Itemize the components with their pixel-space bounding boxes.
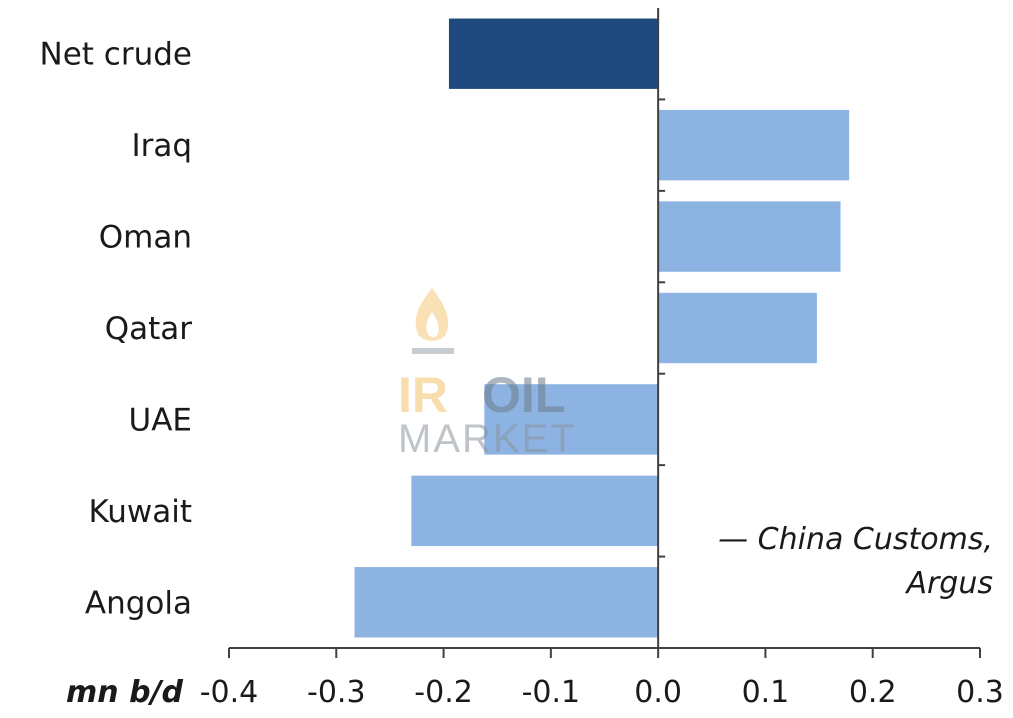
source-line-1: — China Customs, — [718, 522, 993, 557]
x-tick-labels: -0.4 -0.3 -0.2 -0.1 0.0 0.1 0.2 0.3 — [200, 675, 1004, 710]
x-tick-label: -0.3 — [307, 675, 366, 710]
watermark-ir: IR — [398, 367, 448, 423]
bar-iraq — [658, 109, 850, 181]
x-tick-label: 0.3 — [956, 675, 1004, 710]
bar-angola — [354, 567, 659, 638]
source-note: — China Customs, Argus — [718, 522, 993, 601]
watermark-oil: OIL — [482, 367, 565, 423]
x-unit-label: mn b/d — [66, 675, 183, 710]
category-label-angola: Angola — [85, 585, 192, 621]
flame-icon — [412, 288, 454, 354]
bar-qatar — [658, 292, 817, 364]
watermark: IR OIL MARKET — [398, 288, 577, 461]
x-tick-label: -0.1 — [522, 675, 581, 710]
x-tick-label: 0.0 — [634, 675, 682, 710]
x-tick-label: 0.2 — [849, 675, 897, 710]
category-label-iraq: Iraq — [131, 128, 192, 164]
bars-group — [354, 18, 850, 638]
axes-group — [228, 8, 981, 658]
category-label-kuwait: Kuwait — [88, 494, 192, 530]
category-label-qatar: Qatar — [105, 311, 193, 347]
bar-net-crude — [448, 18, 659, 89]
watermark-market: MARKET — [398, 417, 577, 461]
category-labels: Net crude Iraq Oman Qatar UAE Kuwait Angola — [40, 37, 193, 622]
x-tick-label: -0.4 — [200, 675, 259, 710]
bar-oman — [658, 201, 841, 272]
category-label-oman: Oman — [99, 220, 192, 256]
source-line-2: Argus — [904, 566, 993, 601]
x-tick-label: -0.2 — [414, 675, 473, 710]
x-tick-label: 0.1 — [742, 675, 790, 710]
category-label-uae: UAE — [129, 402, 192, 438]
bar-kuwait — [411, 475, 659, 547]
category-label-net-crude: Net crude — [40, 37, 192, 73]
bar-uae — [484, 384, 659, 455]
